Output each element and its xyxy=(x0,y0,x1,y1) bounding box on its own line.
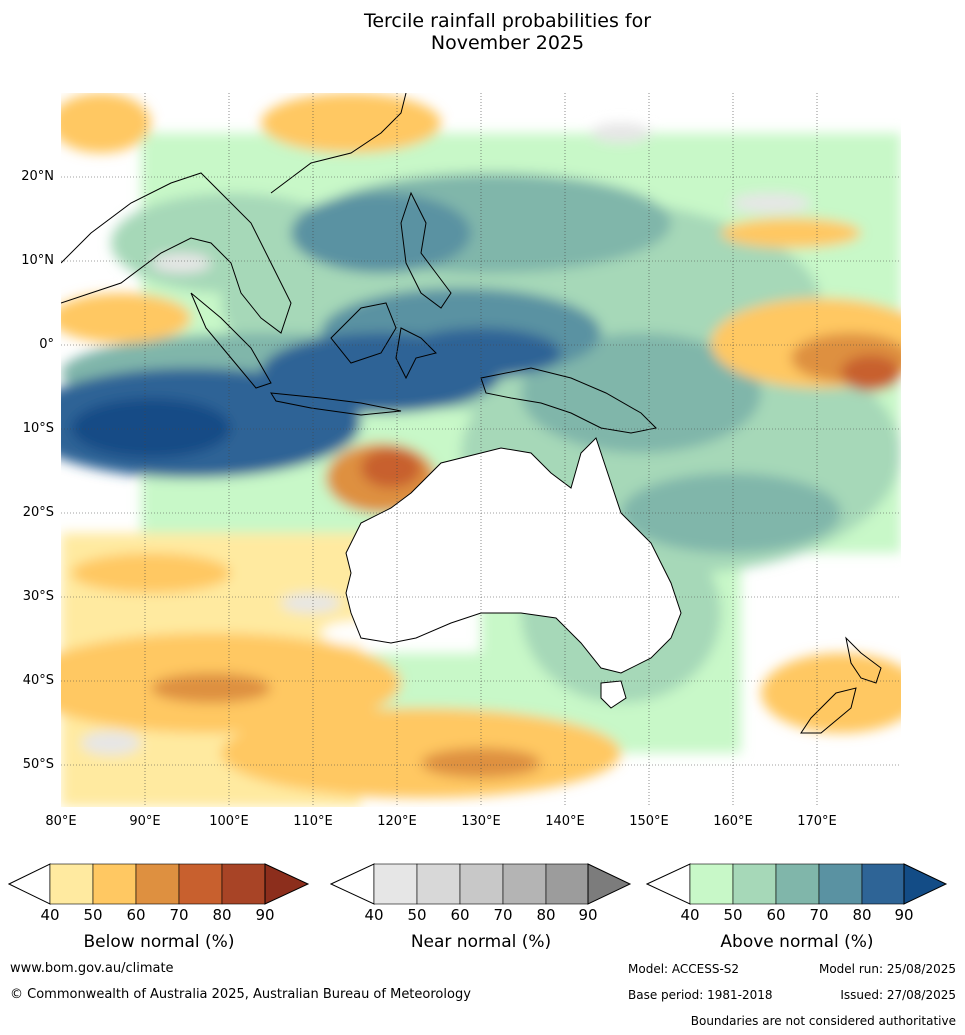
map-title: Tercile rainfall probabilities for Novem… xyxy=(0,10,965,54)
boundary-disclaimer: Boundaries are not considered authoritat… xyxy=(690,1014,956,1028)
sumatra-outline xyxy=(190,292,272,389)
tick: 40 xyxy=(40,906,60,924)
tick: 40 xyxy=(680,906,700,924)
lon-label-170e: 170°E xyxy=(797,814,837,829)
lat-label-30s: 30°S xyxy=(22,589,54,604)
title-line-1: Tercile rainfall probabilities for xyxy=(363,10,652,32)
tick: 90 xyxy=(255,906,275,924)
australia-outline xyxy=(345,437,682,674)
lat-label-20s: 20°S xyxy=(22,505,54,520)
borneo-outline xyxy=(330,302,397,364)
tick: 90 xyxy=(578,906,598,924)
near-normal-ticks: 40 50 60 70 80 90 xyxy=(330,906,632,926)
lon-label-80e: 80°E xyxy=(45,814,77,829)
lon-label-130e: 130°E xyxy=(461,814,501,829)
copyright-text: © Commonwealth of Australia 2025, Austra… xyxy=(10,987,471,1002)
tick: 80 xyxy=(212,906,232,924)
graticule xyxy=(61,93,901,807)
lat-label-10n: 10°N xyxy=(21,253,54,268)
map-canvas xyxy=(21,92,931,807)
lat-label-20n: 20°N xyxy=(21,169,54,184)
lat-label-40s: 40°S xyxy=(22,673,54,688)
above-normal-ticks: 40 50 60 70 80 90 xyxy=(646,906,948,926)
model-name: Model: ACCESS-S2 xyxy=(628,962,740,976)
sulawesi-outline xyxy=(395,327,437,380)
lon-label-120e: 120°E xyxy=(377,814,417,829)
lon-label-100e: 100°E xyxy=(209,814,249,829)
tick: 50 xyxy=(723,906,743,924)
lon-label-160e: 160°E xyxy=(713,814,753,829)
near-normal-colorbar xyxy=(329,862,632,906)
lat-label-0: 0° xyxy=(39,337,54,352)
tick: 70 xyxy=(809,906,829,924)
lon-label-90e: 90°E xyxy=(129,814,161,829)
tick: 70 xyxy=(169,906,189,924)
model-run-date: Model run: 25/08/2025 xyxy=(818,962,956,976)
tick: 50 xyxy=(407,906,427,924)
lat-label-50s: 50°S xyxy=(22,757,54,772)
below-normal-ticks: 40 50 60 70 80 90 xyxy=(8,906,310,926)
tick: 60 xyxy=(450,906,470,924)
new-guinea-outline xyxy=(480,367,658,434)
issued-date: Issued: 27/08/2025 xyxy=(840,988,956,1002)
lon-label-150e: 150°E xyxy=(629,814,669,829)
asia-coastline xyxy=(60,92,407,334)
rainfall-probability-map xyxy=(21,92,931,807)
lat-label-10s: 10°S xyxy=(22,421,54,436)
lon-label-110e: 110°E xyxy=(293,814,333,829)
above-normal-colorbar xyxy=(645,862,948,906)
tick: 60 xyxy=(766,906,786,924)
java-outline xyxy=(270,392,402,416)
philippines-outline xyxy=(400,191,452,309)
new-zealand-outline xyxy=(800,636,882,734)
lon-label-140e: 140°E xyxy=(545,814,585,829)
tick: 80 xyxy=(852,906,872,924)
title-line-2: November 2025 xyxy=(430,32,585,54)
probability-field xyxy=(21,93,931,807)
tick: 50 xyxy=(83,906,103,924)
base-period: Base period: 1981-2018 xyxy=(628,988,773,1002)
below-normal-colorbar xyxy=(7,862,310,906)
tick: 90 xyxy=(894,906,914,924)
tick: 60 xyxy=(126,906,146,924)
near-normal-title: Near normal (%) xyxy=(410,932,552,952)
below-normal-title: Below normal (%) xyxy=(83,932,235,952)
tasmania-outline xyxy=(600,680,627,709)
tick: 80 xyxy=(536,906,556,924)
tick: 40 xyxy=(364,906,384,924)
above-normal-title: Above normal (%) xyxy=(720,932,874,952)
website-link[interactable]: www.bom.gov.au/climate xyxy=(10,961,174,976)
tick: 70 xyxy=(493,906,513,924)
